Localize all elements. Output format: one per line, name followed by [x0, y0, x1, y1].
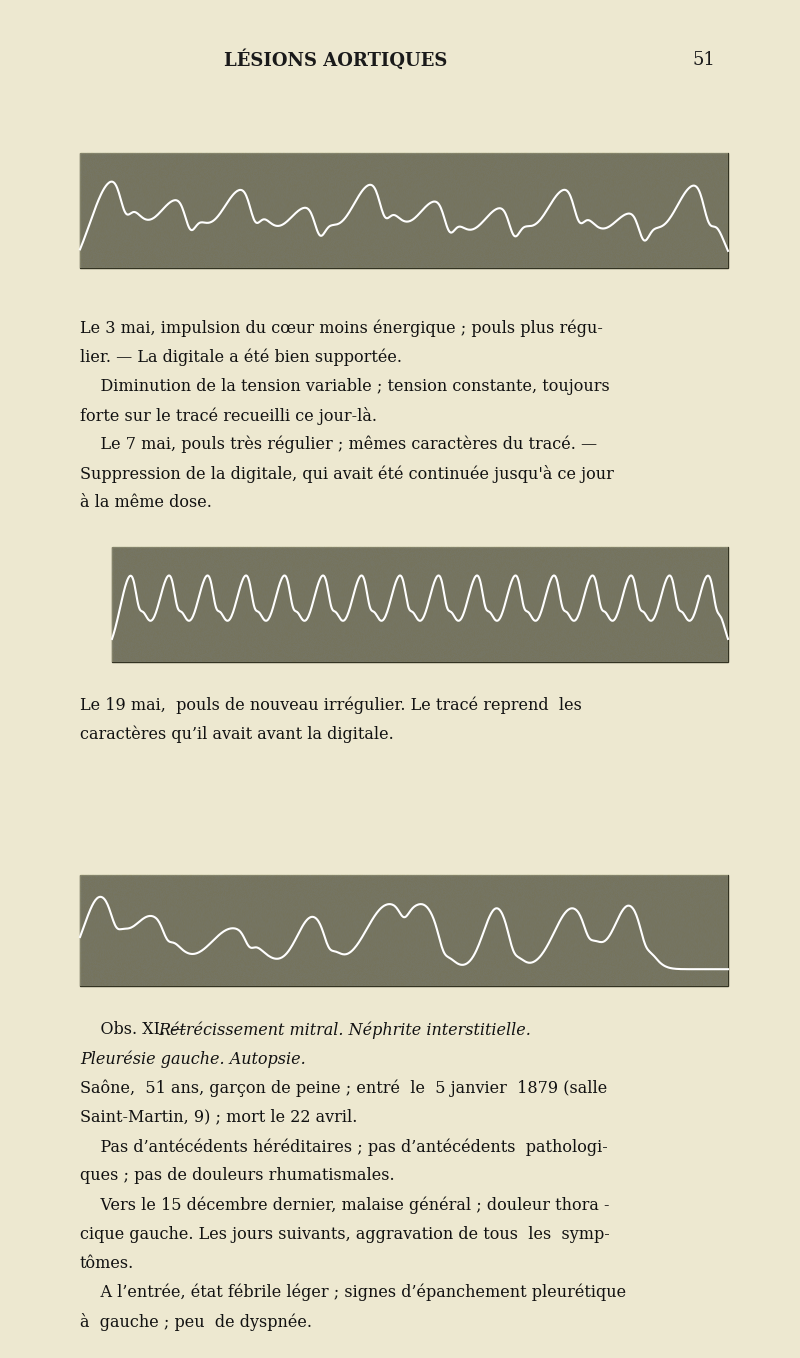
- Text: Saône,  51 ans, garçon de peine ; entré  le  5 janvier  1879 (salle: Saône, 51 ans, garçon de peine ; entré l…: [80, 1080, 607, 1097]
- Text: à la même dose.: à la même dose.: [80, 494, 212, 512]
- Text: A l’entrée, état fébrile léger ; signes d’épanchement pleurétique: A l’entrée, état fébrile léger ; signes …: [80, 1285, 626, 1301]
- Text: Le 7 mai, pouls très régulier ; mêmes caractères du tracé. —: Le 7 mai, pouls très régulier ; mêmes ca…: [80, 436, 597, 454]
- FancyBboxPatch shape: [112, 546, 728, 661]
- Text: ques ; pas de douleurs rhumatismales.: ques ; pas de douleurs rhumatismales.: [80, 1167, 394, 1184]
- Text: Le 19 mai,  pouls de nouveau irrégulier. Le tracé reprend  les: Le 19 mai, pouls de nouveau irrégulier. …: [80, 697, 582, 714]
- Text: Saint-Martin, 9) ; mort le 22 avril.: Saint-Martin, 9) ; mort le 22 avril.: [80, 1108, 358, 1126]
- Text: à  gauche ; peu  de dyspnée.: à gauche ; peu de dyspnée.: [80, 1313, 312, 1331]
- FancyBboxPatch shape: [80, 153, 728, 269]
- Text: tômes.: tômes.: [80, 1255, 134, 1272]
- Text: Rétrécissement mitral. Néphrite interstitielle.: Rétrécissement mitral. Néphrite intersti…: [158, 1021, 531, 1039]
- Text: Diminution de la tension variable ; tension constante, toujours: Diminution de la tension variable ; tens…: [80, 378, 610, 395]
- Text: Le 3 mai, impulsion du cœur moins énergique ; pouls plus régu-: Le 3 mai, impulsion du cœur moins énergi…: [80, 319, 603, 337]
- Text: LÉSIONS AORTIQUES: LÉSIONS AORTIQUES: [224, 49, 448, 71]
- FancyBboxPatch shape: [80, 875, 728, 986]
- Text: 51: 51: [693, 50, 715, 69]
- Text: Pleurésie gauche. Autopsie.: Pleurésie gauche. Autopsie.: [80, 1051, 311, 1067]
- Text: forte sur le tracé recueilli ce jour-là.: forte sur le tracé recueilli ce jour-là.: [80, 407, 377, 425]
- Text: lier. — La digitale a été bien supportée.: lier. — La digitale a été bien supportée…: [80, 348, 402, 365]
- Text: caractères qu’il avait avant la digitale.: caractères qu’il avait avant la digitale…: [80, 725, 394, 743]
- Text: Vers le 15 décembre dernier, malaise général ; douleur thora -: Vers le 15 décembre dernier, malaise gén…: [80, 1196, 610, 1214]
- Text: cique gauche. Les jours suivants, aggravation de tous  les  symp-: cique gauche. Les jours suivants, aggrav…: [80, 1225, 610, 1243]
- Text: Pas d’antécédents héréditaires ; pas d’antécédents  pathologi-: Pas d’antécédents héréditaires ; pas d’a…: [80, 1138, 608, 1156]
- Text: Obs. XI. —: Obs. XI. —: [80, 1021, 191, 1039]
- Text: Suppression de la digitale, qui avait été continuée jusqu'à ce jour: Suppression de la digitale, qui avait ét…: [80, 464, 614, 483]
